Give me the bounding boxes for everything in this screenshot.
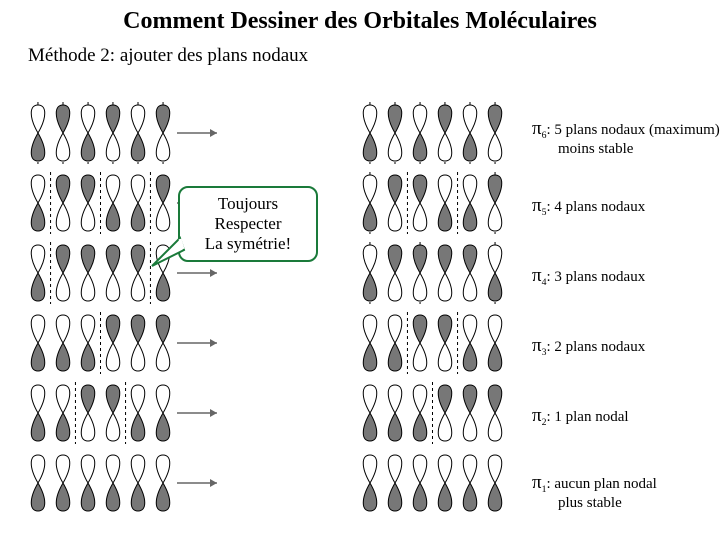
orbital-label-4: π4: 3 plans nodaux xyxy=(532,265,720,288)
callout-line3: La symétrie! xyxy=(192,234,304,254)
page-subtitle: Méthode 2: ajouter des plans nodaux xyxy=(0,35,720,67)
page-title: Comment Dessiner des Orbitales Moléculai… xyxy=(0,0,720,35)
orbital-label-5: π5: 4 plans nodaux xyxy=(532,195,720,218)
orbital-label-1: π1: aucun plan nodalplus stable xyxy=(532,472,720,512)
orbital-label-6: π6: 5 plans nodaux (maximum)moins stable xyxy=(532,118,720,158)
callout-line1: Toujours xyxy=(192,194,304,214)
callout-line2: Respecter xyxy=(192,214,304,234)
orbital-label-2: π2: 1 plan nodal xyxy=(532,405,720,428)
orbital-label-3: π3: 2 plans nodaux xyxy=(532,335,720,358)
callout-symmetry: Toujours Respecter La symétrie! xyxy=(178,186,318,262)
